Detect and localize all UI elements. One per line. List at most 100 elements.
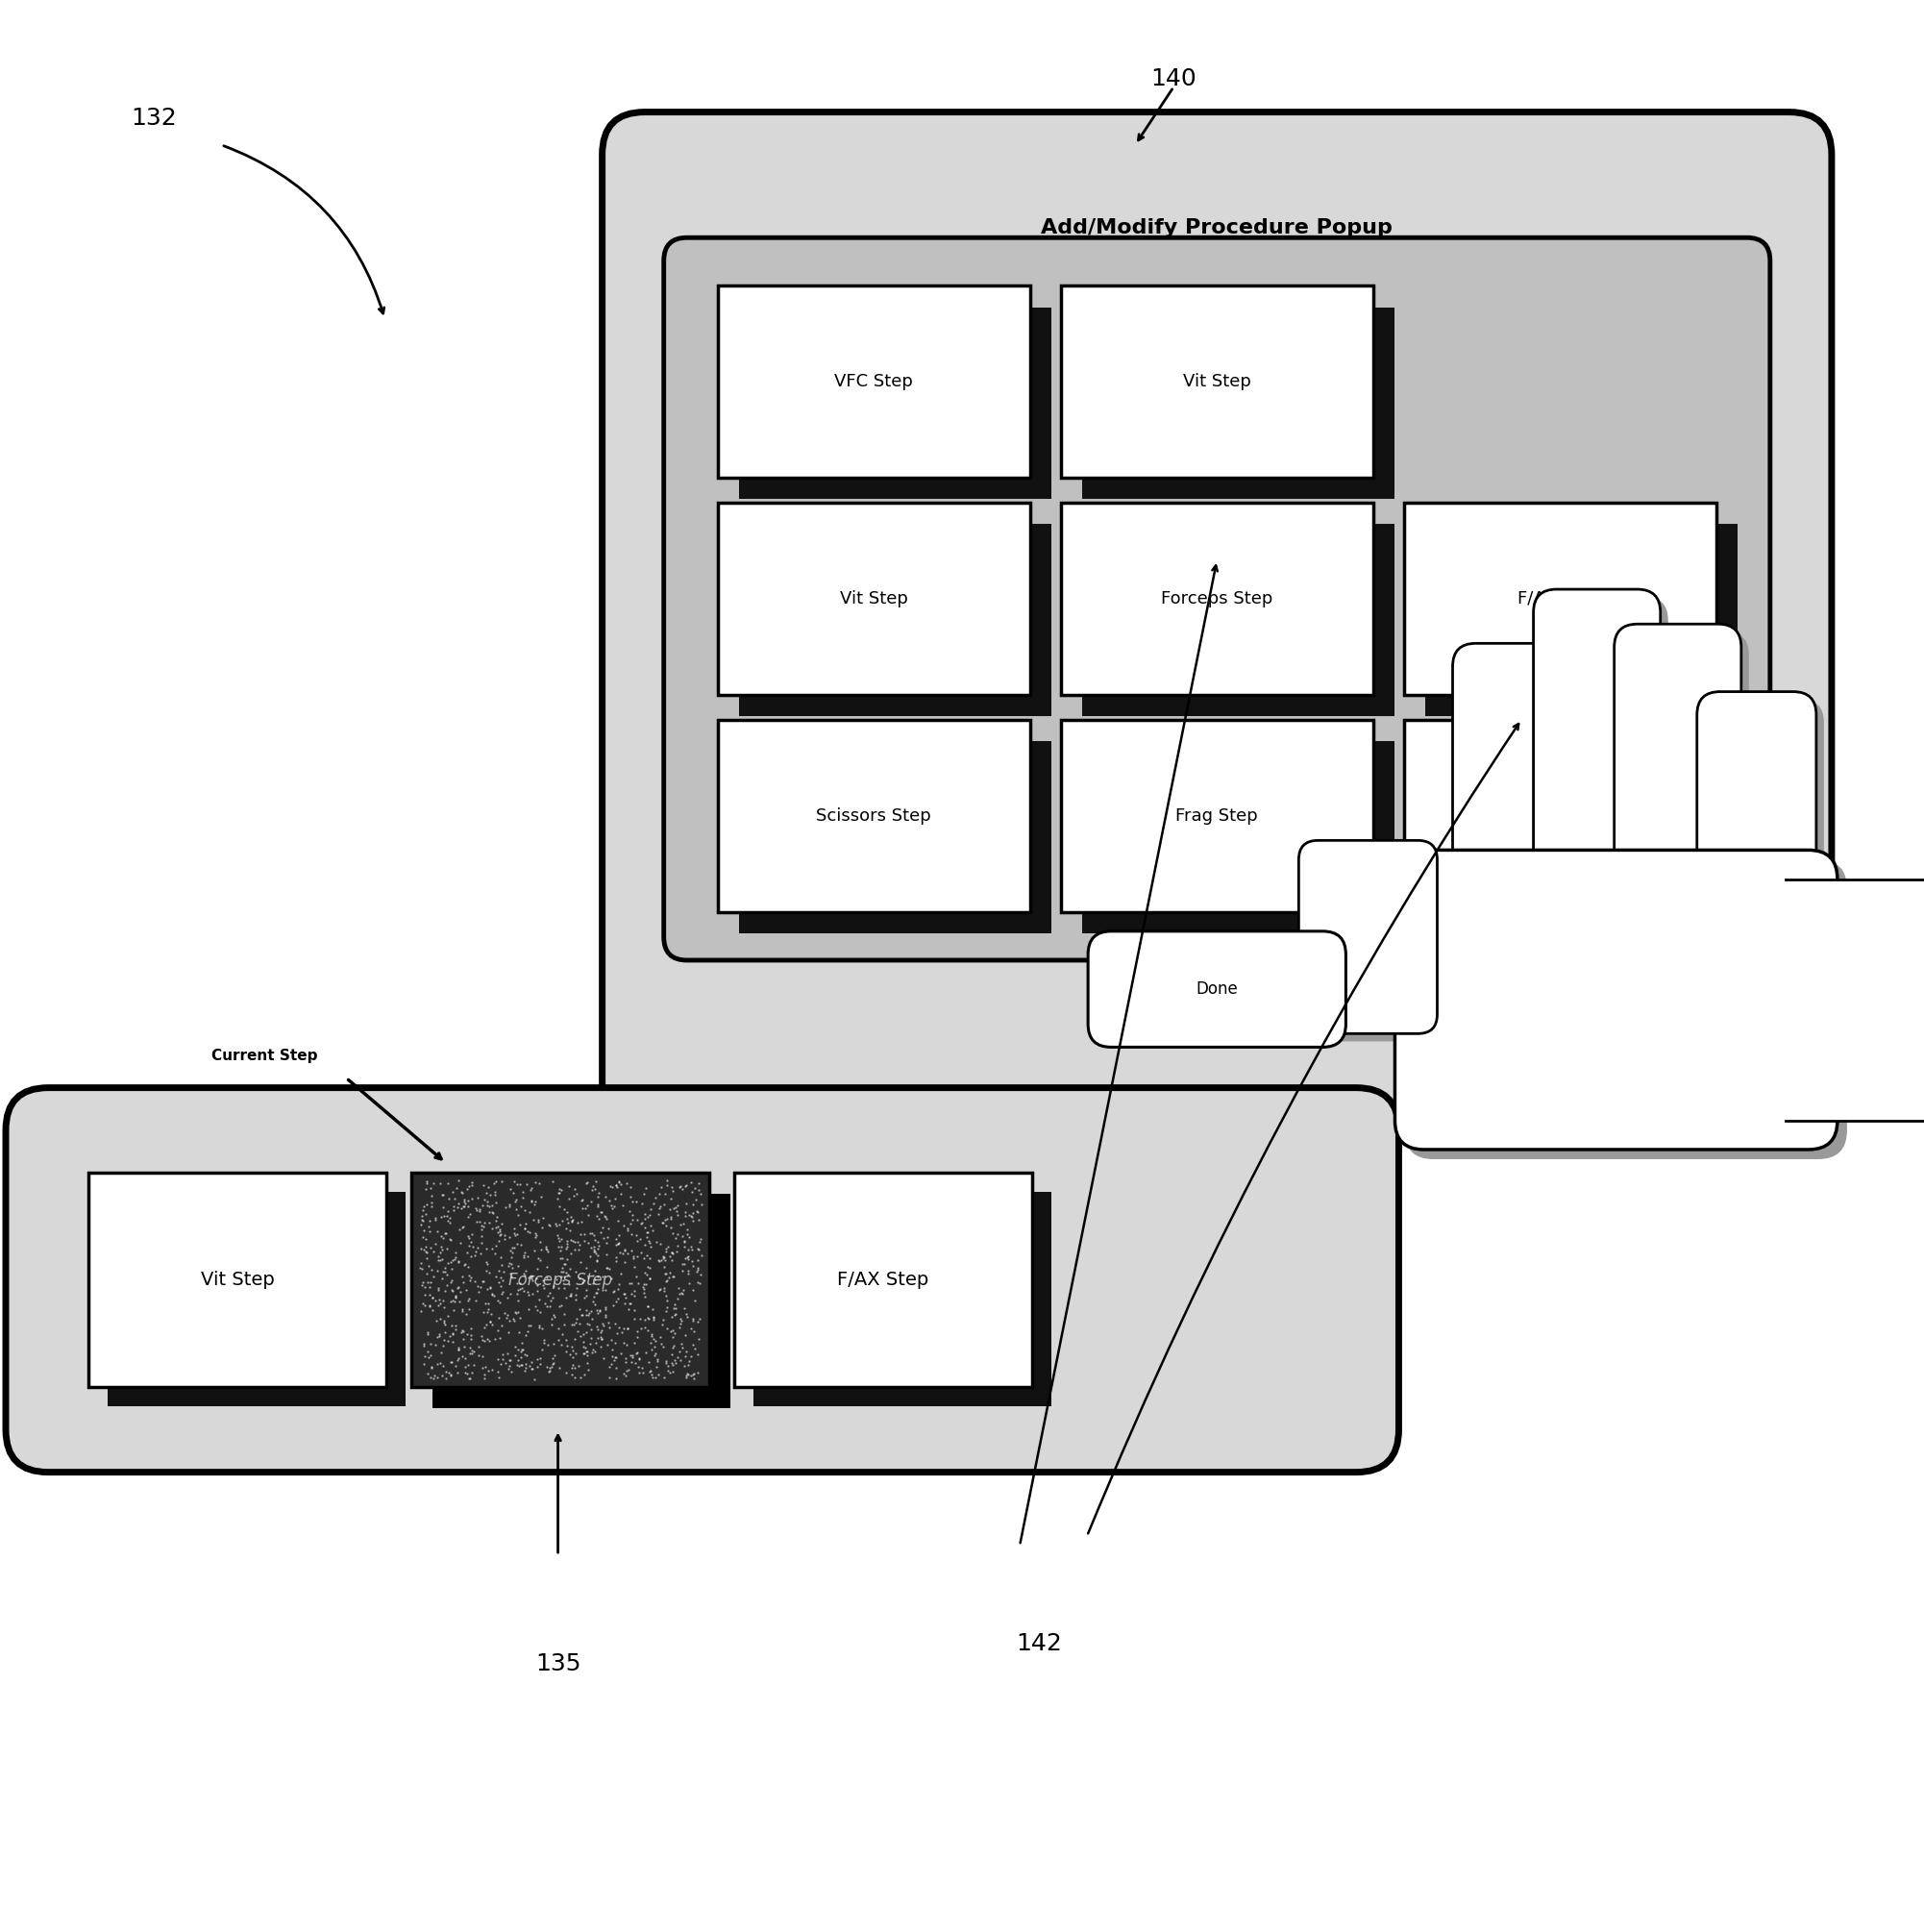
Point (583, 1179, 614, 1209)
Point (671, 1362, 702, 1393)
Point (485, 1262, 516, 1293)
Point (427, 1192, 458, 1223)
Point (585, 1321, 616, 1352)
Point (425, 1287, 456, 1318)
Point (664, 1171, 695, 1202)
Point (595, 1350, 625, 1381)
Point (650, 1279, 681, 1310)
Point (658, 1300, 689, 1331)
Point (570, 1192, 600, 1223)
Point (629, 1258, 660, 1289)
Point (623, 1343, 654, 1374)
Point (523, 1312, 554, 1343)
Point (408, 1221, 439, 1252)
Point (529, 1289, 560, 1320)
Point (646, 1208, 677, 1238)
Point (468, 1341, 498, 1372)
Point (573, 1262, 604, 1293)
Point (600, 1341, 631, 1372)
Point (525, 1244, 556, 1275)
Point (629, 1277, 660, 1308)
Point (452, 1190, 483, 1221)
Point (587, 1211, 618, 1242)
Point (591, 1238, 621, 1269)
Point (475, 1271, 506, 1302)
Point (544, 1235, 575, 1265)
Point (493, 1283, 523, 1314)
Point (552, 1229, 583, 1260)
Point (571, 1300, 602, 1331)
Point (571, 1339, 602, 1370)
Point (494, 1173, 525, 1204)
Point (589, 1343, 620, 1374)
Point (533, 1281, 564, 1312)
Point (414, 1341, 444, 1372)
Point (437, 1244, 468, 1275)
Point (585, 1217, 616, 1248)
Point (671, 1219, 702, 1250)
Point (595, 1362, 625, 1393)
Point (668, 1227, 698, 1258)
Point (456, 1335, 487, 1366)
Point (416, 1339, 446, 1370)
Point (435, 1320, 466, 1350)
Point (544, 1242, 575, 1273)
Point (583, 1273, 614, 1304)
Point (571, 1354, 602, 1385)
Point (429, 1293, 460, 1323)
Point (631, 1173, 662, 1204)
Point (683, 1339, 714, 1370)
Point (419, 1285, 450, 1316)
Text: Vit Step: Vit Step (839, 591, 908, 607)
Point (650, 1258, 681, 1289)
Point (535, 1277, 566, 1308)
Point (648, 1252, 679, 1283)
FancyBboxPatch shape (1533, 589, 1660, 887)
Point (596, 1190, 627, 1221)
Point (648, 1208, 679, 1238)
Point (454, 1333, 485, 1364)
Point (456, 1169, 487, 1200)
Point (481, 1262, 512, 1293)
Point (468, 1325, 498, 1356)
Point (656, 1262, 687, 1293)
Point (602, 1318, 633, 1349)
Point (414, 1206, 444, 1236)
Point (629, 1211, 660, 1242)
Point (460, 1192, 491, 1223)
Point (435, 1347, 466, 1378)
Point (581, 1200, 612, 1231)
Point (464, 1339, 494, 1370)
Point (637, 1333, 668, 1364)
Point (525, 1296, 556, 1327)
Point (485, 1287, 516, 1318)
Point (471, 1256, 502, 1287)
Point (595, 1312, 625, 1343)
Point (670, 1231, 700, 1262)
Point (600, 1171, 631, 1202)
Point (506, 1273, 537, 1304)
Point (418, 1362, 448, 1393)
Point (645, 1229, 675, 1260)
Point (625, 1236, 656, 1267)
Point (671, 1360, 702, 1391)
Point (666, 1306, 696, 1337)
Point (610, 1343, 641, 1374)
Point (650, 1265, 681, 1296)
Point (575, 1323, 606, 1354)
Point (633, 1291, 664, 1321)
Point (577, 1175, 608, 1206)
Point (621, 1240, 652, 1271)
Point (439, 1184, 469, 1215)
FancyBboxPatch shape (1697, 692, 1816, 931)
Point (419, 1360, 450, 1391)
Point (477, 1198, 508, 1229)
Point (685, 1179, 716, 1209)
Point (423, 1240, 454, 1271)
Point (471, 1323, 502, 1354)
Point (464, 1194, 494, 1225)
Point (446, 1177, 477, 1208)
Point (425, 1349, 456, 1379)
Point (666, 1277, 696, 1308)
Point (444, 1277, 475, 1308)
